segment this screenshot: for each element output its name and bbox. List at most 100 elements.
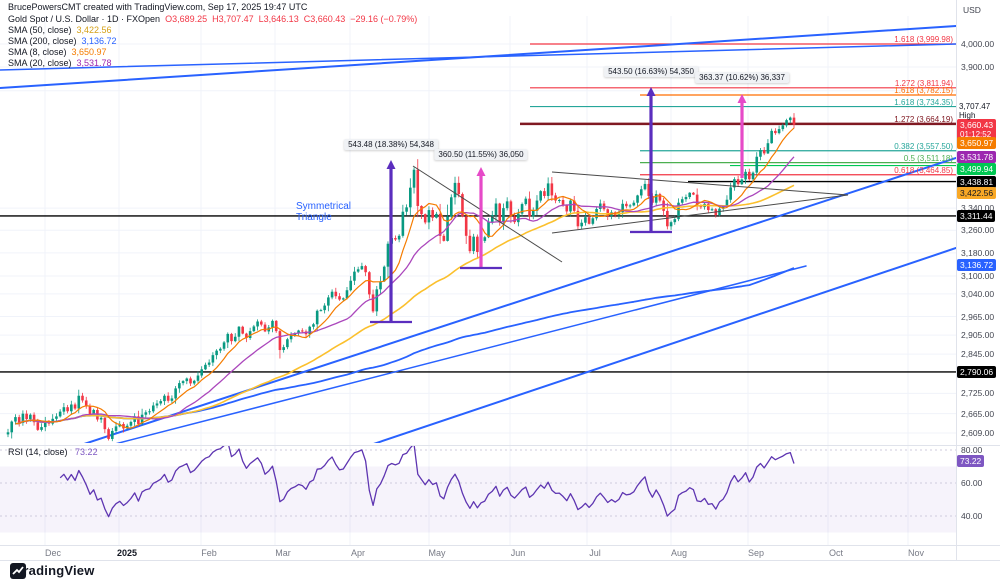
candle-body [345, 290, 349, 299]
candle-body [766, 143, 770, 154]
indicator-label: SMA (50, close) [8, 25, 72, 35]
measure-label: 543.48 (18.38%) 54,348 [344, 139, 438, 150]
candle-body [438, 213, 442, 236]
indicator-label: SMA (8, close) [8, 47, 67, 57]
price-axis-label: 4,000.00 [961, 39, 995, 49]
time-axis[interactable] [0, 545, 956, 560]
candle-body [308, 326, 312, 335]
price-axis-label: 2,965.00 [961, 311, 995, 322]
candle-body [528, 198, 531, 217]
candle-body [166, 395, 170, 401]
candle-body [565, 204, 569, 212]
candle-body [587, 217, 591, 224]
candle-body [490, 214, 494, 222]
pattern-label: Symmetrical Triangle [296, 201, 351, 223]
rsi-legend[interactable]: RSI (14, close) 73.22 [8, 447, 98, 457]
price-axis-label: 2,609.00 [961, 428, 995, 438]
price-label-badge: 3,499.94 [957, 162, 997, 175]
candle-body [654, 194, 658, 203]
measure-arrow-head [646, 87, 656, 96]
candle-body [669, 222, 673, 227]
rsi-line [59, 446, 795, 518]
candle-body [688, 192, 691, 198]
candle-body [36, 422, 40, 430]
rsi-value-badge: 73.22 [957, 455, 985, 468]
fib-level-label: 1.272 (3,811.94) [894, 78, 953, 88]
candle-body [498, 203, 502, 223]
candle-body [397, 235, 401, 240]
candle-body [379, 281, 382, 290]
candle-body [14, 417, 17, 422]
ohlc-open: O3,689.25 [165, 14, 208, 24]
indicator-row[interactable]: SMA (20, close) 3,531.78 [8, 58, 112, 68]
candle-body [289, 335, 293, 340]
candle-body [233, 336, 237, 342]
candle-body [70, 404, 73, 412]
candle-body [237, 326, 241, 337]
candle-body [356, 269, 360, 272]
candle-body [55, 416, 58, 419]
symbol-title[interactable]: Gold Spot / U.S. Dollar · 1D · FXOpen [8, 14, 161, 24]
candle-body [66, 407, 69, 412]
indicator-row[interactable]: SMA (50, close) 3,422.56 [8, 25, 112, 35]
candle-body [524, 198, 528, 205]
candle-body [40, 427, 43, 430]
rsi-legend-value: 73.22 [75, 447, 98, 457]
pattern-line [551, 194, 849, 234]
candle-body [584, 217, 587, 223]
candle-body [707, 203, 710, 211]
candle-body [721, 205, 725, 209]
price-axis-label: 3,040.00 [961, 288, 995, 299]
footer: TradingView [10, 563, 95, 579]
candle-body [621, 203, 624, 213]
candle-body [32, 414, 36, 423]
candle-body [312, 324, 315, 327]
time-axis-label: Feb [201, 548, 217, 558]
measure-arrow-head [476, 167, 486, 176]
fib-level-label: 1.618 (3,999.98) [894, 35, 953, 44]
candle-body [196, 375, 200, 381]
candle-body [360, 266, 364, 270]
fib-level-label: 1.618 (3,734.35) [894, 97, 953, 107]
tradingview-logo-text[interactable]: TradingView [16, 563, 95, 578]
indicator-row[interactable]: SMA (8, close) 3,650.97 [8, 47, 107, 57]
candle-body [297, 330, 300, 334]
candle-body [427, 210, 431, 223]
candle-body [591, 218, 595, 224]
time-axis-label: Jun [510, 548, 526, 558]
candle-body [260, 321, 263, 325]
candle-body [606, 209, 610, 217]
trendline [115, 265, 807, 443]
candle-body [222, 342, 226, 349]
candle-body [181, 381, 185, 384]
candle-body [781, 125, 785, 130]
symbol-info-row[interactable]: Gold Spot / U.S. Dollar · 1D · FXOpen O3,… [8, 14, 417, 24]
candle-body [230, 333, 233, 342]
high-price-marker: 3,707.47 High [959, 103, 990, 120]
candle-body [338, 296, 341, 300]
high-price-value: 3,707.47 [959, 102, 991, 112]
candle-body [334, 291, 338, 297]
indicator-label: SMA (20, close) [8, 58, 72, 68]
candle-body [163, 395, 166, 402]
pattern-label-line2: Triangle [296, 212, 332, 223]
candle-body [364, 266, 367, 273]
indicator-row[interactable]: SMA (200, close) 3,136.72 [8, 36, 117, 46]
candle-body [207, 362, 211, 365]
badge-countdown: 01:12:52 [960, 129, 992, 139]
high-price-caption: High [959, 110, 976, 120]
candle-body [103, 417, 107, 430]
candle-body [457, 182, 461, 195]
candle-body [554, 195, 557, 201]
candle-body [449, 197, 453, 217]
candle-body [409, 187, 412, 208]
candle-body [17, 417, 21, 423]
candle-body [558, 200, 561, 202]
sma-layer [15, 127, 795, 429]
candle-body [401, 211, 405, 236]
candle-body [29, 414, 32, 420]
candle-body [405, 207, 408, 212]
candle-body [263, 324, 267, 332]
candle-body [487, 221, 490, 238]
